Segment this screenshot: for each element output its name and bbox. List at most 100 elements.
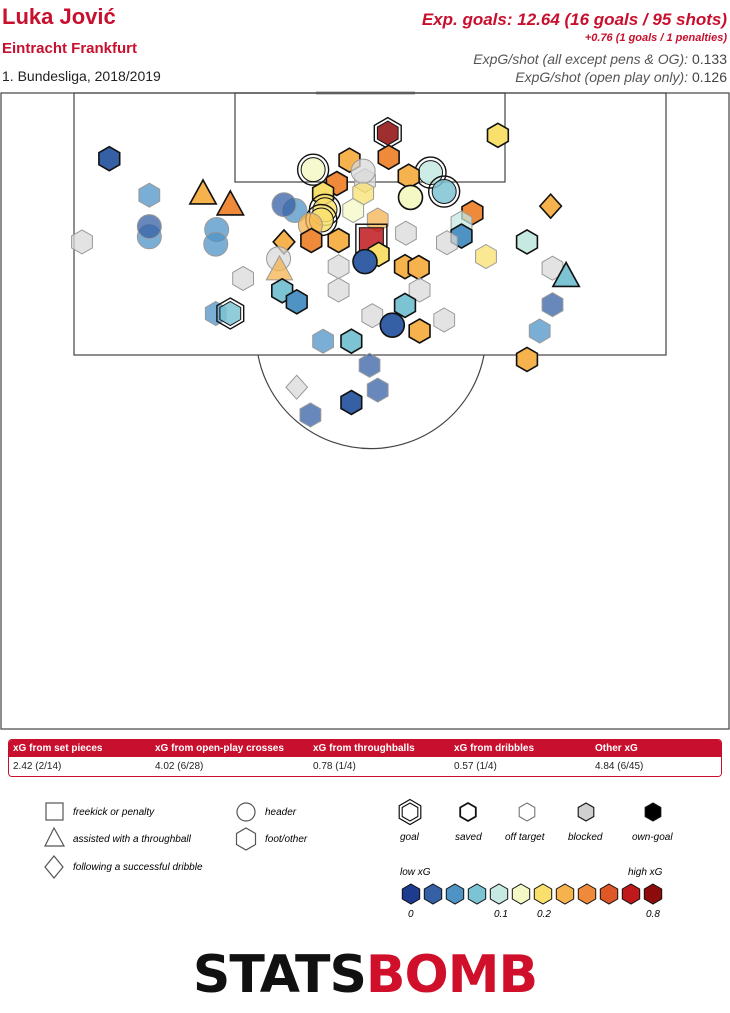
logo-stats: STATS — [192, 945, 367, 1005]
team-name: Eintracht Frankfurt — [2, 40, 138, 57]
shot-marker — [433, 307, 456, 333]
shot-marker — [216, 297, 245, 330]
shot-marker — [342, 197, 365, 224]
legend-throughball: assisted with a throughball — [73, 834, 192, 845]
square-icon — [45, 802, 64, 821]
shot-marker — [271, 192, 297, 218]
competition-label: 1. Bundesliga, 2018/2019 — [2, 68, 161, 84]
xg-breakdown-value-row: 2.42 (2/14) 4.02 (6/28) 0.78 (1/4) 0.57 … — [9, 757, 721, 776]
xg-scale-swatch — [643, 883, 663, 905]
shot-marker — [361, 303, 384, 329]
value-dribbles: 0.57 (1/4) — [454, 761, 497, 772]
xg-per-shot-all: ExpG/shot (all except pens & OG): 0.133 — [473, 51, 727, 67]
legend-goal: goal — [400, 832, 420, 843]
logo-bomb: BOMB — [365, 945, 538, 1005]
shot-map-pitch — [0, 91, 730, 730]
shot-marker — [393, 292, 417, 319]
header-open-play-crosses: xG from open-play crosses — [155, 743, 284, 754]
shot-marker — [296, 153, 330, 186]
scale-tick-0.1: 0.1 — [494, 909, 508, 920]
shot-marker — [528, 318, 551, 344]
header-throughballs: xG from throughballs — [313, 743, 415, 754]
outcome-saved-icon — [459, 801, 477, 823]
shot-marker — [515, 228, 539, 255]
shot-marker — [327, 277, 350, 303]
xg-per-shot-all-value: 0.133 — [691, 51, 727, 67]
expected-goals-summary: Exp. goals: 12.64 (16 goals / 95 shots) — [421, 10, 727, 29]
shot-marker — [379, 312, 406, 338]
xg-per-shot-all-label: ExpG/shot (all except pens & OG): — [473, 51, 689, 67]
penalty-arc — [257, 354, 485, 450]
hexagon-icon — [235, 827, 257, 851]
shot-marker — [232, 265, 254, 291]
xg-scale-swatch — [555, 883, 575, 905]
scale-high-label: high xG — [628, 867, 663, 878]
shot-marker — [71, 229, 93, 255]
xg-scale-swatch — [599, 883, 619, 905]
shot-marker — [352, 248, 378, 275]
xg-scale-swatch — [423, 883, 443, 905]
xg-scale-swatch — [467, 883, 487, 905]
shot-marker — [407, 254, 430, 281]
circle-icon — [236, 802, 256, 822]
shot-marker — [350, 158, 376, 184]
header-dribbles: xG from dribbles — [454, 743, 535, 754]
xg-scale-swatch — [577, 883, 597, 905]
shot-marker — [188, 178, 218, 205]
legend-freekick: freekick or penalty — [73, 807, 155, 818]
xg-scale-swatch — [445, 883, 465, 905]
statsbomb-logo: STATSBOMB — [0, 945, 730, 1005]
xg-per-shot-open-value: 0.126 — [691, 69, 727, 85]
shot-marker — [486, 122, 510, 149]
legend: freekick or penalty assisted with a thro… — [44, 798, 673, 920]
xg-scale-swatch — [401, 883, 421, 905]
outcome-legend — [398, 798, 662, 826]
shot-marker — [285, 288, 308, 315]
shot-marker — [408, 318, 431, 344]
shot-marker — [395, 220, 417, 246]
header-set-pieces: xG from set pieces — [13, 743, 103, 754]
shot-marker — [397, 184, 424, 211]
shot-marker — [340, 328, 363, 355]
shot-marker — [538, 192, 563, 220]
shot-marker — [203, 231, 229, 257]
outcome-own-icon — [644, 802, 662, 822]
shot-marker — [327, 227, 350, 254]
xg-breakdown-header-row: xG from set pieces xG from open-play cro… — [9, 740, 721, 757]
shot-marker — [475, 243, 497, 270]
outcome-goal-icon — [398, 798, 422, 826]
shot-marker — [358, 352, 381, 378]
shot-marker — [366, 377, 389, 403]
shots-layer — [71, 116, 581, 428]
shot-marker — [397, 163, 420, 190]
scale-tick-0: 0 — [408, 909, 414, 920]
xg-scale-swatch — [511, 883, 531, 905]
scale-low-label: low xG — [400, 867, 431, 878]
xg-per-shot-open-label: ExpG/shot (open play only): — [515, 69, 689, 85]
legend-blocked: blocked — [568, 832, 603, 843]
shot-marker — [541, 255, 564, 281]
shot-marker — [312, 328, 334, 354]
outcome-blocked-icon — [577, 802, 595, 822]
xg-scale-swatch — [621, 883, 641, 905]
triangle-icon — [44, 826, 66, 847]
diamond-icon — [44, 855, 64, 879]
shot-marker — [541, 292, 564, 318]
header-other-xg: Other xG — [595, 743, 638, 754]
shot-marker — [551, 260, 581, 288]
legend-saved: saved — [455, 832, 482, 843]
shot-marker — [436, 230, 458, 256]
shot-marker — [340, 389, 363, 416]
legend-dribble: following a successful dribble — [73, 862, 203, 873]
xg-scale-swatch — [533, 883, 553, 905]
shot-marker — [285, 374, 309, 400]
xg-per-shot-open: ExpG/shot (open play only): 0.126 — [515, 69, 727, 85]
shot-marker — [299, 402, 322, 428]
shot-marker — [136, 214, 162, 240]
legend-header: header — [265, 807, 297, 818]
scale-tick-0.8: 0.8 — [646, 909, 660, 920]
xg-scale-swatch — [489, 883, 509, 905]
penalty-summary: +0.76 (1 goals / 1 penalties) — [584, 32, 727, 44]
xg-color-scale — [401, 883, 663, 905]
shot-marker — [515, 346, 539, 373]
